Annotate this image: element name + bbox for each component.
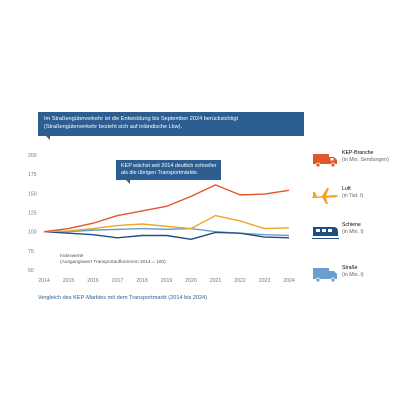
info-banner-top-line2: (Straßengüterverkehr bezieht sich auf in… <box>44 123 183 130</box>
x-tick-label: 2021 <box>210 278 222 284</box>
series-line-luft <box>43 214 290 233</box>
y-tick-label: 125 <box>28 211 37 217</box>
truck-icon <box>313 268 337 283</box>
x-tick-label: 2014 <box>38 278 50 284</box>
index-note: Indexwerte (Ausgangswert Transportaufkom… <box>60 254 166 266</box>
legend-label: Schiene <box>342 222 361 228</box>
train-icon <box>312 227 339 239</box>
series-lines <box>43 184 290 241</box>
y-tick-label: 200 <box>28 153 37 159</box>
chart-caption: Vergleich des KEP-Marktes mit dem Transp… <box>38 295 208 301</box>
info-banner-top: Im Straßengüterverkehr ist die Entwicklu… <box>38 112 304 140</box>
legend-label: KEP-Branche <box>342 150 374 156</box>
y-tick-label: 175 <box>28 172 37 178</box>
y-tick-label: 100 <box>28 230 37 236</box>
info-banner-top-line1: Im Straßengüterverkehr ist die Entwicklu… <box>44 116 239 122</box>
legend-item-luft: Luft (in Tsd. t) <box>310 186 406 216</box>
legend-unit: (in Mio. t) <box>342 272 364 278</box>
legend-item-strasse: Straße (in Mio. t) <box>310 265 406 295</box>
series-line-kep-branche <box>43 184 290 233</box>
legend-unit: (in Mio. Sendungen) <box>342 157 389 163</box>
y-tick-label: 75 <box>28 249 34 255</box>
airplane-icon <box>312 188 338 204</box>
x-tick-label: 2020 <box>185 278 197 284</box>
y-tick-label: 50 <box>28 268 34 274</box>
x-tick-label: 2016 <box>87 278 99 284</box>
legend-item-schiene: Schiene (in Mio. t) <box>310 222 406 252</box>
y-tick-label: 150 <box>28 191 37 197</box>
y-axis: 50 75 100 125 150 175 200 <box>28 153 37 274</box>
banner-pointer <box>46 136 50 140</box>
index-note-line2: (Ausgangswert Transportaufkommen 2014 = … <box>60 260 166 265</box>
x-axis: 2014 2015 2016 2017 2018 2019 2020 2021 2022 2023… <box>38 278 295 284</box>
delivery-van-icon <box>313 154 337 168</box>
x-tick-label: 2022 <box>234 278 246 284</box>
chart-annotation-line2: als die übrigen Transportmärkte. <box>121 170 199 176</box>
index-note-line1: Indexwerte <box>60 254 84 259</box>
series-line-straße <box>44 227 290 237</box>
x-tick-label: 2015 <box>63 278 75 284</box>
banner-pointer <box>126 180 130 184</box>
chart-annotation-banner: KEP wächst seit 2014 deutlich schneller … <box>116 160 221 184</box>
legend-item-kep: KEP-Branche (in Mio. Sendungen) <box>310 150 406 180</box>
chart-annotation-line1: KEP wächst seit 2014 deutlich schneller <box>121 163 217 169</box>
x-tick-label: 2023 <box>259 278 271 284</box>
x-tick-label: 2019 <box>161 278 173 284</box>
x-tick-label: 2017 <box>112 278 124 284</box>
x-tick-label: 2018 <box>136 278 148 284</box>
legend-label: Luft <box>342 186 351 192</box>
x-tick-label: 2024 <box>283 278 295 284</box>
legend-label: Straße <box>342 265 358 271</box>
series-line-schiene <box>43 230 290 241</box>
legend-unit: (in Mio. t) <box>342 229 364 235</box>
legend-unit: (in Tsd. t) <box>342 193 364 199</box>
